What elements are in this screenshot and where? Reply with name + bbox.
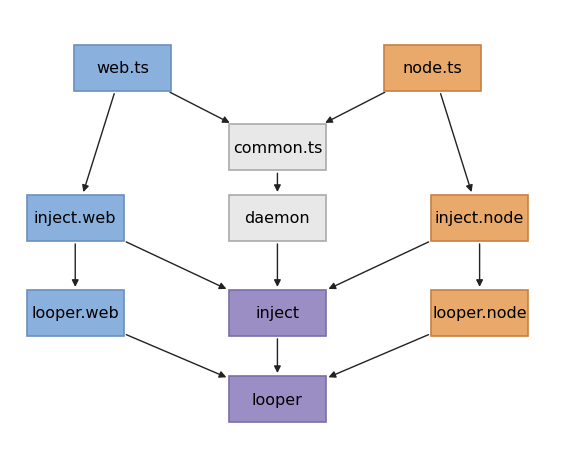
Text: looper.node: looper.node bbox=[432, 306, 527, 321]
Text: node.ts: node.ts bbox=[403, 61, 462, 76]
FancyBboxPatch shape bbox=[27, 196, 123, 241]
FancyBboxPatch shape bbox=[74, 45, 171, 92]
FancyBboxPatch shape bbox=[27, 290, 123, 336]
FancyBboxPatch shape bbox=[229, 376, 326, 422]
FancyBboxPatch shape bbox=[229, 196, 326, 241]
Text: inject.node: inject.node bbox=[435, 211, 524, 226]
Text: looper: looper bbox=[252, 392, 303, 407]
FancyBboxPatch shape bbox=[229, 125, 326, 171]
Text: inject: inject bbox=[256, 306, 299, 321]
FancyBboxPatch shape bbox=[229, 290, 326, 336]
Text: inject.web: inject.web bbox=[34, 211, 117, 226]
Text: looper.web: looper.web bbox=[31, 306, 119, 321]
Text: common.ts: common.ts bbox=[233, 140, 322, 156]
Text: web.ts: web.ts bbox=[96, 61, 149, 76]
Text: daemon: daemon bbox=[245, 211, 310, 226]
FancyBboxPatch shape bbox=[431, 290, 528, 336]
FancyBboxPatch shape bbox=[431, 196, 528, 241]
FancyBboxPatch shape bbox=[384, 45, 481, 92]
